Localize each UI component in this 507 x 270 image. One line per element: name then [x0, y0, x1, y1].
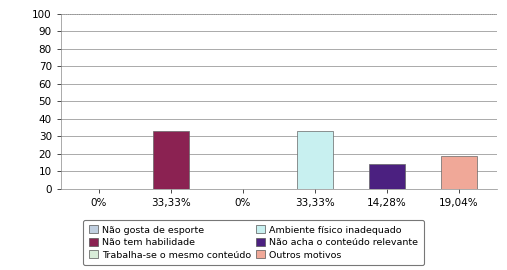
Bar	[297, 130, 333, 189]
Bar	[441, 156, 477, 189]
Bar	[369, 164, 405, 189]
Legend: Não gosta de esporte, Não tem habilidade, Trabalha-se o mesmo conteúdo, Ambiente: Não gosta de esporte, Não tem habilidade…	[83, 220, 424, 265]
Bar	[153, 130, 189, 189]
